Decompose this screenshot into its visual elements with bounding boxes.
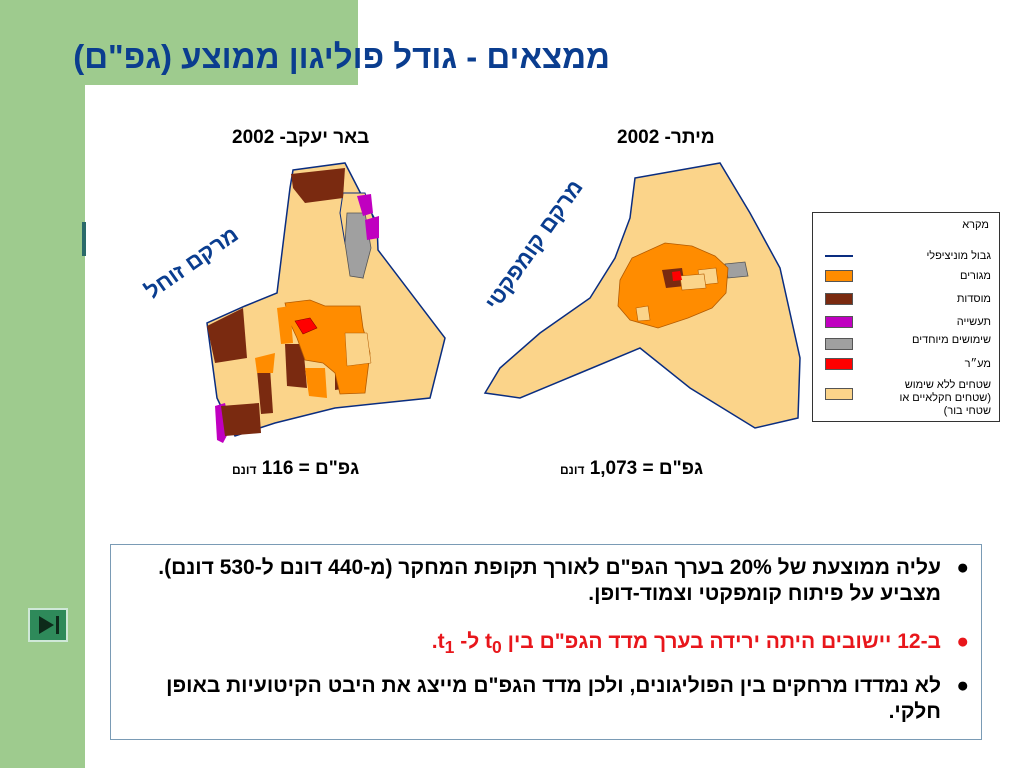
legend-label-unused: שטחים ללא שימוש (שטחים חקלאיים או שטחי ב… [899, 379, 991, 417]
map-caption-meitar: מיתר- 2002 [617, 127, 715, 148]
bullet-item-1: ● עליה ממוצעת של 20% בערך הגפ"ם לאורך תק… [158, 556, 969, 605]
legend-title: מקרא [962, 219, 989, 231]
bullet-icon: ● [956, 630, 969, 653]
legend-label-residential: מגורים [959, 270, 991, 282]
top-green-band [0, 0, 358, 85]
map-caption-beer-yaakov: באר יעקב- 2002 [232, 127, 370, 148]
left-green-panel [0, 0, 85, 768]
cbd-area [294, 317, 318, 335]
bullet-icon: ● [956, 556, 969, 579]
legend-swatch-special [825, 338, 853, 350]
legend-swatch-boundary [825, 255, 853, 257]
legend-label-institutions: מוסדות [956, 293, 991, 305]
legend-label-industry: תעשייה [956, 316, 991, 328]
map-beer-yaakov [206, 162, 446, 443]
bullet-icon: ● [956, 674, 969, 697]
area-label-beer-yaakov: גפ"ם = 116 דונם [232, 458, 360, 479]
map-legend: מקרא גבול מוניציפלי מגורים מוסדות תעשייה… [812, 212, 1000, 422]
legend-swatch-unused [825, 388, 853, 400]
map-meitar [483, 162, 801, 429]
legend-label-cbd: מע״ר [964, 358, 991, 370]
page-title: ממצאים - גודל פוליגון ממוצע (גפ"ם) [73, 38, 610, 75]
bullet-item-3: ● לא נמדדו מרחקים בין הפוליגונים, ולכן מ… [166, 674, 969, 723]
legend-swatch-institutions [825, 293, 853, 305]
legend-label-boundary: גבול מוניציפלי [926, 250, 991, 262]
area-label-meitar: גפ"ם = 1,073 דונם [560, 458, 704, 479]
play-end-icon [39, 616, 59, 634]
legend-swatch-residential [825, 270, 853, 282]
legend-swatch-cbd [825, 358, 853, 370]
bullet-item-2: ● ב-12 יישובים היתה ירידה בערך מדד הגפ"ם… [431, 630, 969, 658]
legend-swatch-industry [825, 316, 853, 328]
next-slide-button[interactable] [28, 608, 68, 642]
legend-label-special: שימושים מיוחדים [912, 334, 991, 346]
decorative-tick [82, 222, 86, 256]
findings-textbox: ● עליה ממוצעת של 20% בערך הגפ"ם לאורך תק… [110, 544, 982, 740]
